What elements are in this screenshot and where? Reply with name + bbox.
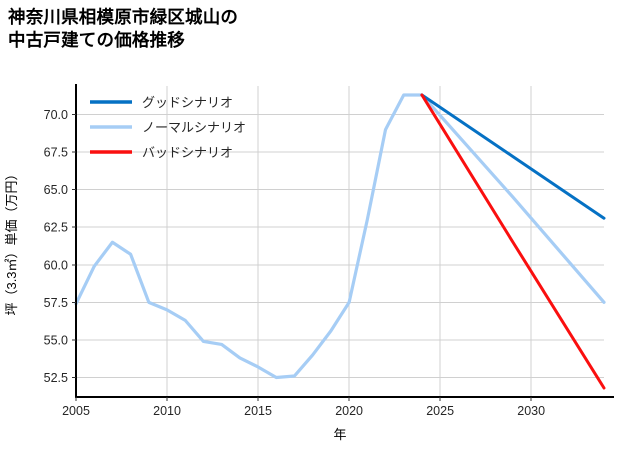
y-tick-label: 55.0	[44, 333, 68, 347]
series-line	[420, 93, 606, 390]
x-axis-title: 年	[333, 427, 346, 442]
y-tick-label: 70.0	[44, 108, 68, 122]
x-tick-label: 2020	[335, 404, 363, 418]
axis-ticks-group: 52.5 55.0 57.5 60.0 62.5 65.0 67.5 70.0 2005 2010…	[44, 108, 545, 418]
y-axis-title: 坪（3.3㎡）単価（万円）	[4, 167, 19, 315]
series-group	[74, 93, 606, 390]
y-tick-label: 65.0	[44, 183, 68, 197]
legend-label: グッドシナリオ	[142, 95, 233, 110]
gridlines-group	[75, 86, 604, 397]
y-tick-label: 67.5	[44, 146, 68, 160]
legend-label: ノーマルシナリオ	[142, 120, 246, 135]
x-tick-label: 2025	[426, 404, 454, 418]
y-tick-label: 52.5	[44, 371, 68, 385]
axis-titles-group: 年 坪（3.3㎡）単価（万円）	[4, 167, 347, 442]
chart-title: 神奈川県相模原市緑区城山の 中古戸建ての価格推移	[8, 7, 239, 51]
y-tick-label: 60.0	[44, 258, 68, 272]
y-tick-label: 62.5	[44, 221, 68, 235]
series-line	[74, 93, 606, 380]
x-tick-label: 2005	[62, 404, 90, 418]
series-line	[420, 93, 606, 220]
x-tick-label: 2015	[244, 404, 272, 418]
y-tick-label: 57.5	[44, 296, 68, 310]
x-tick-label: 2030	[517, 404, 545, 418]
axis-spines	[75, 84, 614, 398]
x-tick-label: 2010	[153, 404, 181, 418]
legend-label: バッドシナリオ	[142, 145, 233, 160]
